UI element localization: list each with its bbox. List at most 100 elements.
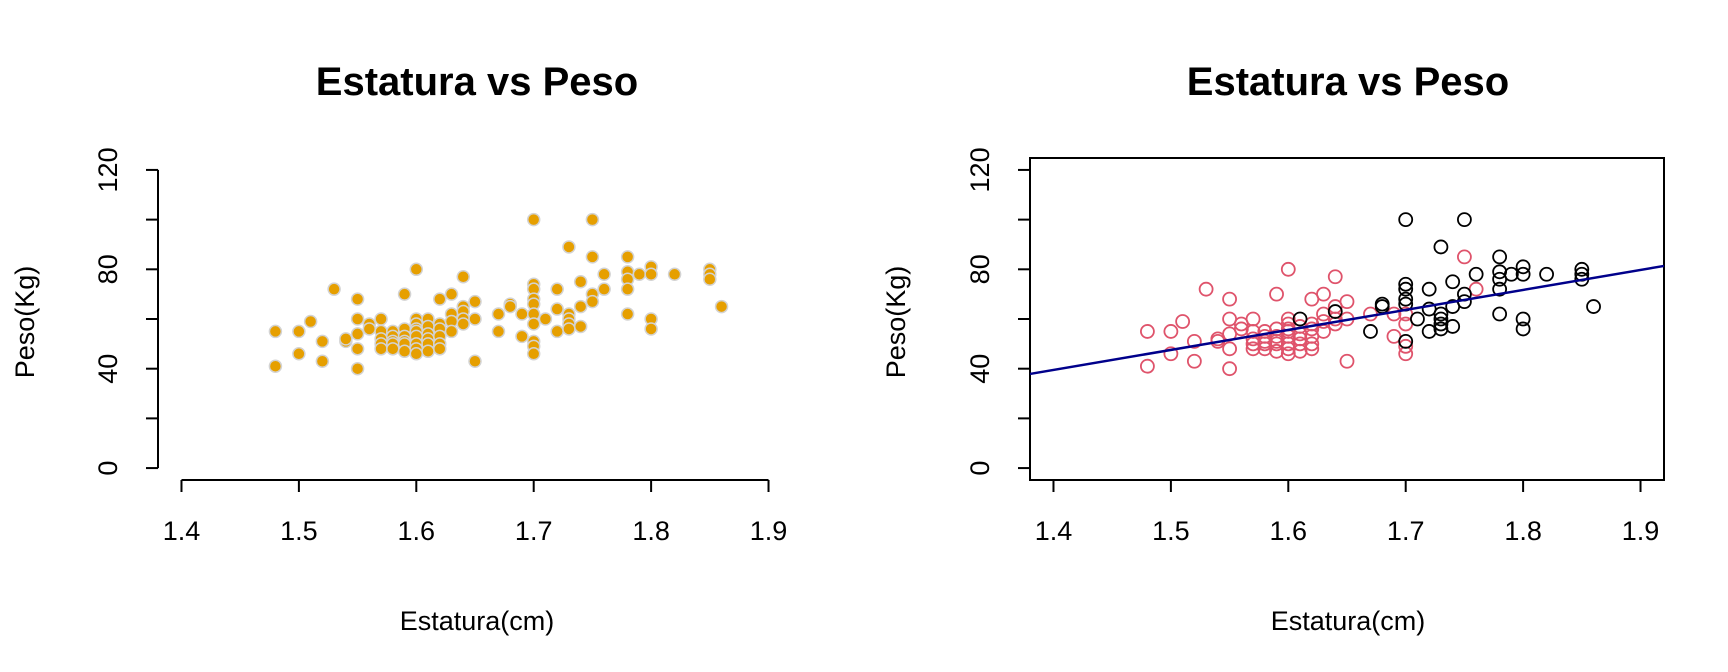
data-point xyxy=(585,294,600,309)
regression-line xyxy=(1029,264,1665,376)
data-point xyxy=(1316,324,1331,339)
y-tick-label: 120 xyxy=(965,147,995,192)
data-point xyxy=(362,322,377,336)
data-point xyxy=(468,354,482,368)
data-point xyxy=(1186,333,1202,349)
data-point xyxy=(1503,266,1519,282)
data-point xyxy=(1363,324,1378,339)
data-point xyxy=(468,294,482,309)
data-point xyxy=(550,302,564,316)
y-tick-label: 80 xyxy=(93,254,123,284)
data-point xyxy=(433,292,447,306)
data-point xyxy=(1433,306,1449,322)
data-point xyxy=(374,312,388,326)
data-point xyxy=(1457,212,1472,228)
data-point xyxy=(632,267,647,282)
data-point xyxy=(1410,311,1425,327)
data-point xyxy=(1292,311,1308,327)
data-point xyxy=(515,329,529,344)
right-regression xyxy=(1029,264,1665,376)
y-tick-label: 0 xyxy=(965,461,995,476)
right-points xyxy=(1140,212,1601,377)
data-point xyxy=(1140,324,1155,339)
x-tick-label: 1.4 xyxy=(1035,516,1073,546)
data-point xyxy=(1492,281,1508,297)
data-point xyxy=(538,312,553,326)
data-point xyxy=(620,250,635,264)
data-point xyxy=(350,342,365,356)
data-point xyxy=(1316,286,1331,302)
data-point xyxy=(1304,341,1320,357)
data-point xyxy=(1280,261,1296,277)
x-tick-label: 1.6 xyxy=(1270,516,1308,546)
data-point xyxy=(292,347,306,361)
data-point xyxy=(1421,281,1437,297)
data-point xyxy=(503,299,517,314)
data-point xyxy=(350,327,365,341)
data-point xyxy=(292,324,306,339)
data-point xyxy=(386,342,400,356)
x-tick-label: 1.7 xyxy=(1387,516,1425,546)
right-axes: 1.4 1.5 1.6 1.7 1.8 1.9 0 40 80 120 xyxy=(965,147,1659,546)
data-point xyxy=(1433,239,1449,255)
y-tick-label: 120 xyxy=(93,147,123,192)
data-point xyxy=(444,287,459,301)
data-point xyxy=(409,262,424,277)
data-point xyxy=(433,342,447,356)
data-point xyxy=(597,267,611,282)
x-tick-label: 1.9 xyxy=(1622,516,1660,546)
data-point xyxy=(1198,281,1214,297)
y-tick-label: 40 xyxy=(93,354,123,384)
data-point xyxy=(562,240,576,254)
y-tick-label: 40 xyxy=(965,354,995,384)
data-point xyxy=(1433,311,1449,327)
data-point xyxy=(350,292,365,306)
data-point xyxy=(374,342,388,356)
data-point xyxy=(1339,353,1355,369)
data-point xyxy=(1398,281,1414,297)
data-point xyxy=(1398,333,1414,349)
data-point xyxy=(491,324,506,339)
data-point xyxy=(550,282,564,296)
data-point xyxy=(1586,299,1601,314)
data-point xyxy=(1269,286,1284,302)
data-point xyxy=(1515,266,1531,282)
x-tick-label: 1.8 xyxy=(1504,516,1542,546)
data-point xyxy=(1186,353,1202,369)
data-point xyxy=(268,359,283,373)
data-point xyxy=(421,344,435,359)
data-point xyxy=(409,347,424,361)
data-point xyxy=(1398,212,1414,228)
data-point xyxy=(526,317,541,331)
x-tick-label: 1.8 xyxy=(632,516,670,546)
data-point xyxy=(667,267,682,282)
y-tick-label: 0 xyxy=(93,461,123,476)
data-point xyxy=(1222,361,1237,377)
data-point xyxy=(1468,266,1484,282)
right-x-axis-label: Estatura(cm) xyxy=(1271,606,1426,636)
data-point xyxy=(1269,343,1284,359)
data-point xyxy=(1339,294,1355,310)
data-point xyxy=(526,212,541,227)
data-point xyxy=(573,274,588,289)
data-point xyxy=(397,344,412,359)
data-point xyxy=(315,334,330,349)
data-point xyxy=(1140,358,1155,374)
left-x-axis-label: Estatura(cm) xyxy=(400,606,555,636)
data-point xyxy=(303,314,318,329)
x-tick-label: 1.6 xyxy=(398,516,436,546)
data-point xyxy=(585,250,600,264)
x-tick-label: 1.5 xyxy=(1152,516,1190,546)
data-point xyxy=(714,299,729,314)
data-point xyxy=(456,270,471,284)
data-point xyxy=(1398,276,1414,292)
data-point xyxy=(1304,336,1320,352)
data-point xyxy=(1445,274,1461,290)
data-point xyxy=(1398,346,1414,362)
data-point xyxy=(515,307,529,321)
data-point xyxy=(468,312,482,326)
data-point xyxy=(339,332,353,346)
data-point xyxy=(1245,311,1261,327)
